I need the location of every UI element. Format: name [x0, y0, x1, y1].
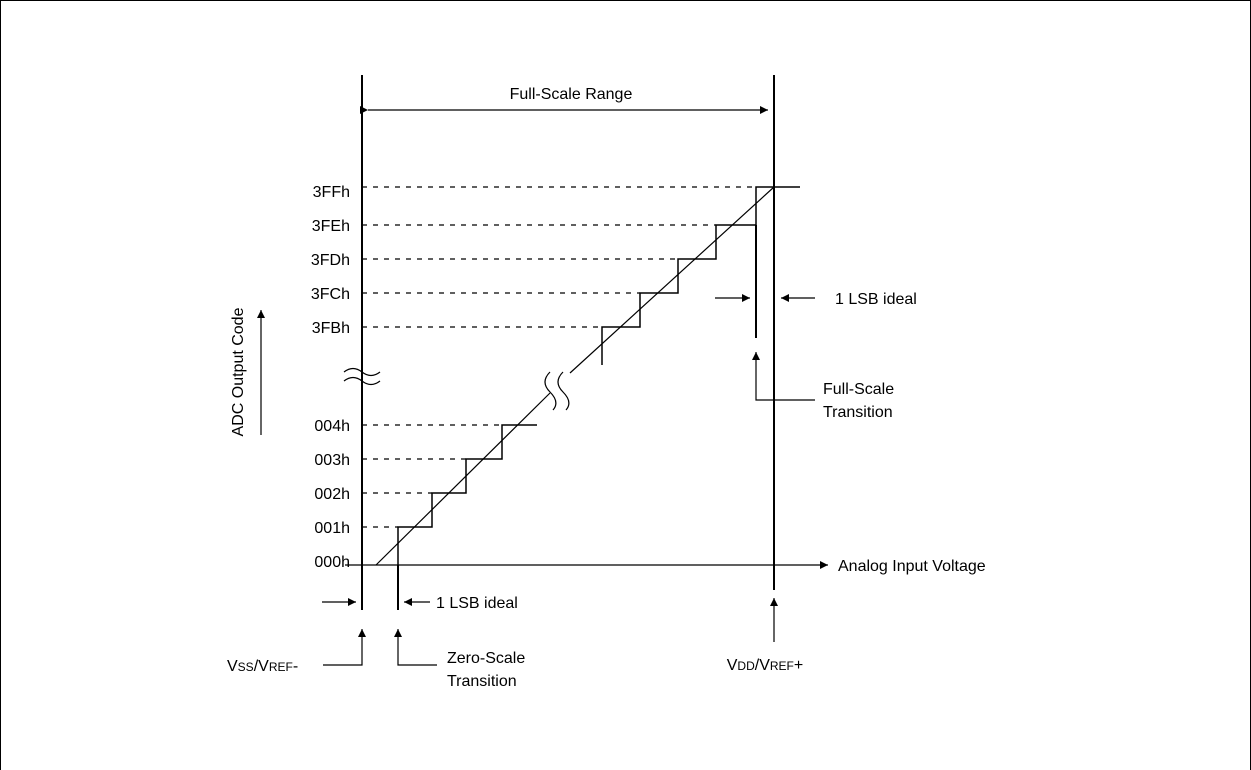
vss-vref-minus-label: VSS/VREF-: [227, 658, 298, 675]
zero-scale-transition-pointer: [394, 629, 437, 666]
code-label-002h: 002h: [314, 486, 350, 503]
code-label-3ffh: 3FFh: [313, 184, 350, 201]
lsb-ideal-top-label: 1 LSB ideal: [835, 291, 917, 308]
code-level-dashed-lines: [362, 186, 756, 528]
line-break-symbol: [544, 371, 570, 411]
axis-break-symbol: [343, 367, 381, 386]
vss-pointer: [323, 629, 366, 666]
code-label-3fbh: 3FBh: [312, 320, 350, 337]
full-scale-range-label: Full-Scale Range: [510, 86, 633, 103]
code-label-003h: 003h: [314, 452, 350, 469]
lsb-ideal-bottom-label: 1 LSB ideal: [436, 595, 518, 612]
upper-staircase: [601, 186, 800, 365]
full-scale-transition-pointer: [752, 352, 815, 401]
lower-staircase: [397, 424, 537, 565]
code-label-001h: 001h: [314, 520, 350, 537]
x-axis-label: Analog Input Voltage: [838, 558, 986, 575]
zero-scale-transition-label-line1: Zero-Scale: [447, 650, 525, 667]
y-axis-label: ADC Output Code: [230, 307, 247, 436]
ideal-transfer-line-upper: [569, 186, 775, 374]
ideal-transfer-line-lower: [375, 392, 551, 566]
code-label-004h: 004h: [314, 418, 350, 435]
code-label-3fch: 3FCh: [311, 286, 350, 303]
vdd-vref-plus-label: VDD/VREF+: [727, 657, 803, 674]
zero-scale-transition-label-line2: Transition: [447, 673, 517, 690]
code-label-3feh: 3FEh: [312, 218, 350, 235]
full-scale-transition-label-line2: Transition: [823, 404, 893, 421]
code-label-000h: 000h: [314, 554, 350, 571]
full-scale-transition-label-line1: Full-Scale: [823, 381, 894, 398]
code-label-3fdh: 3FDh: [311, 252, 350, 269]
